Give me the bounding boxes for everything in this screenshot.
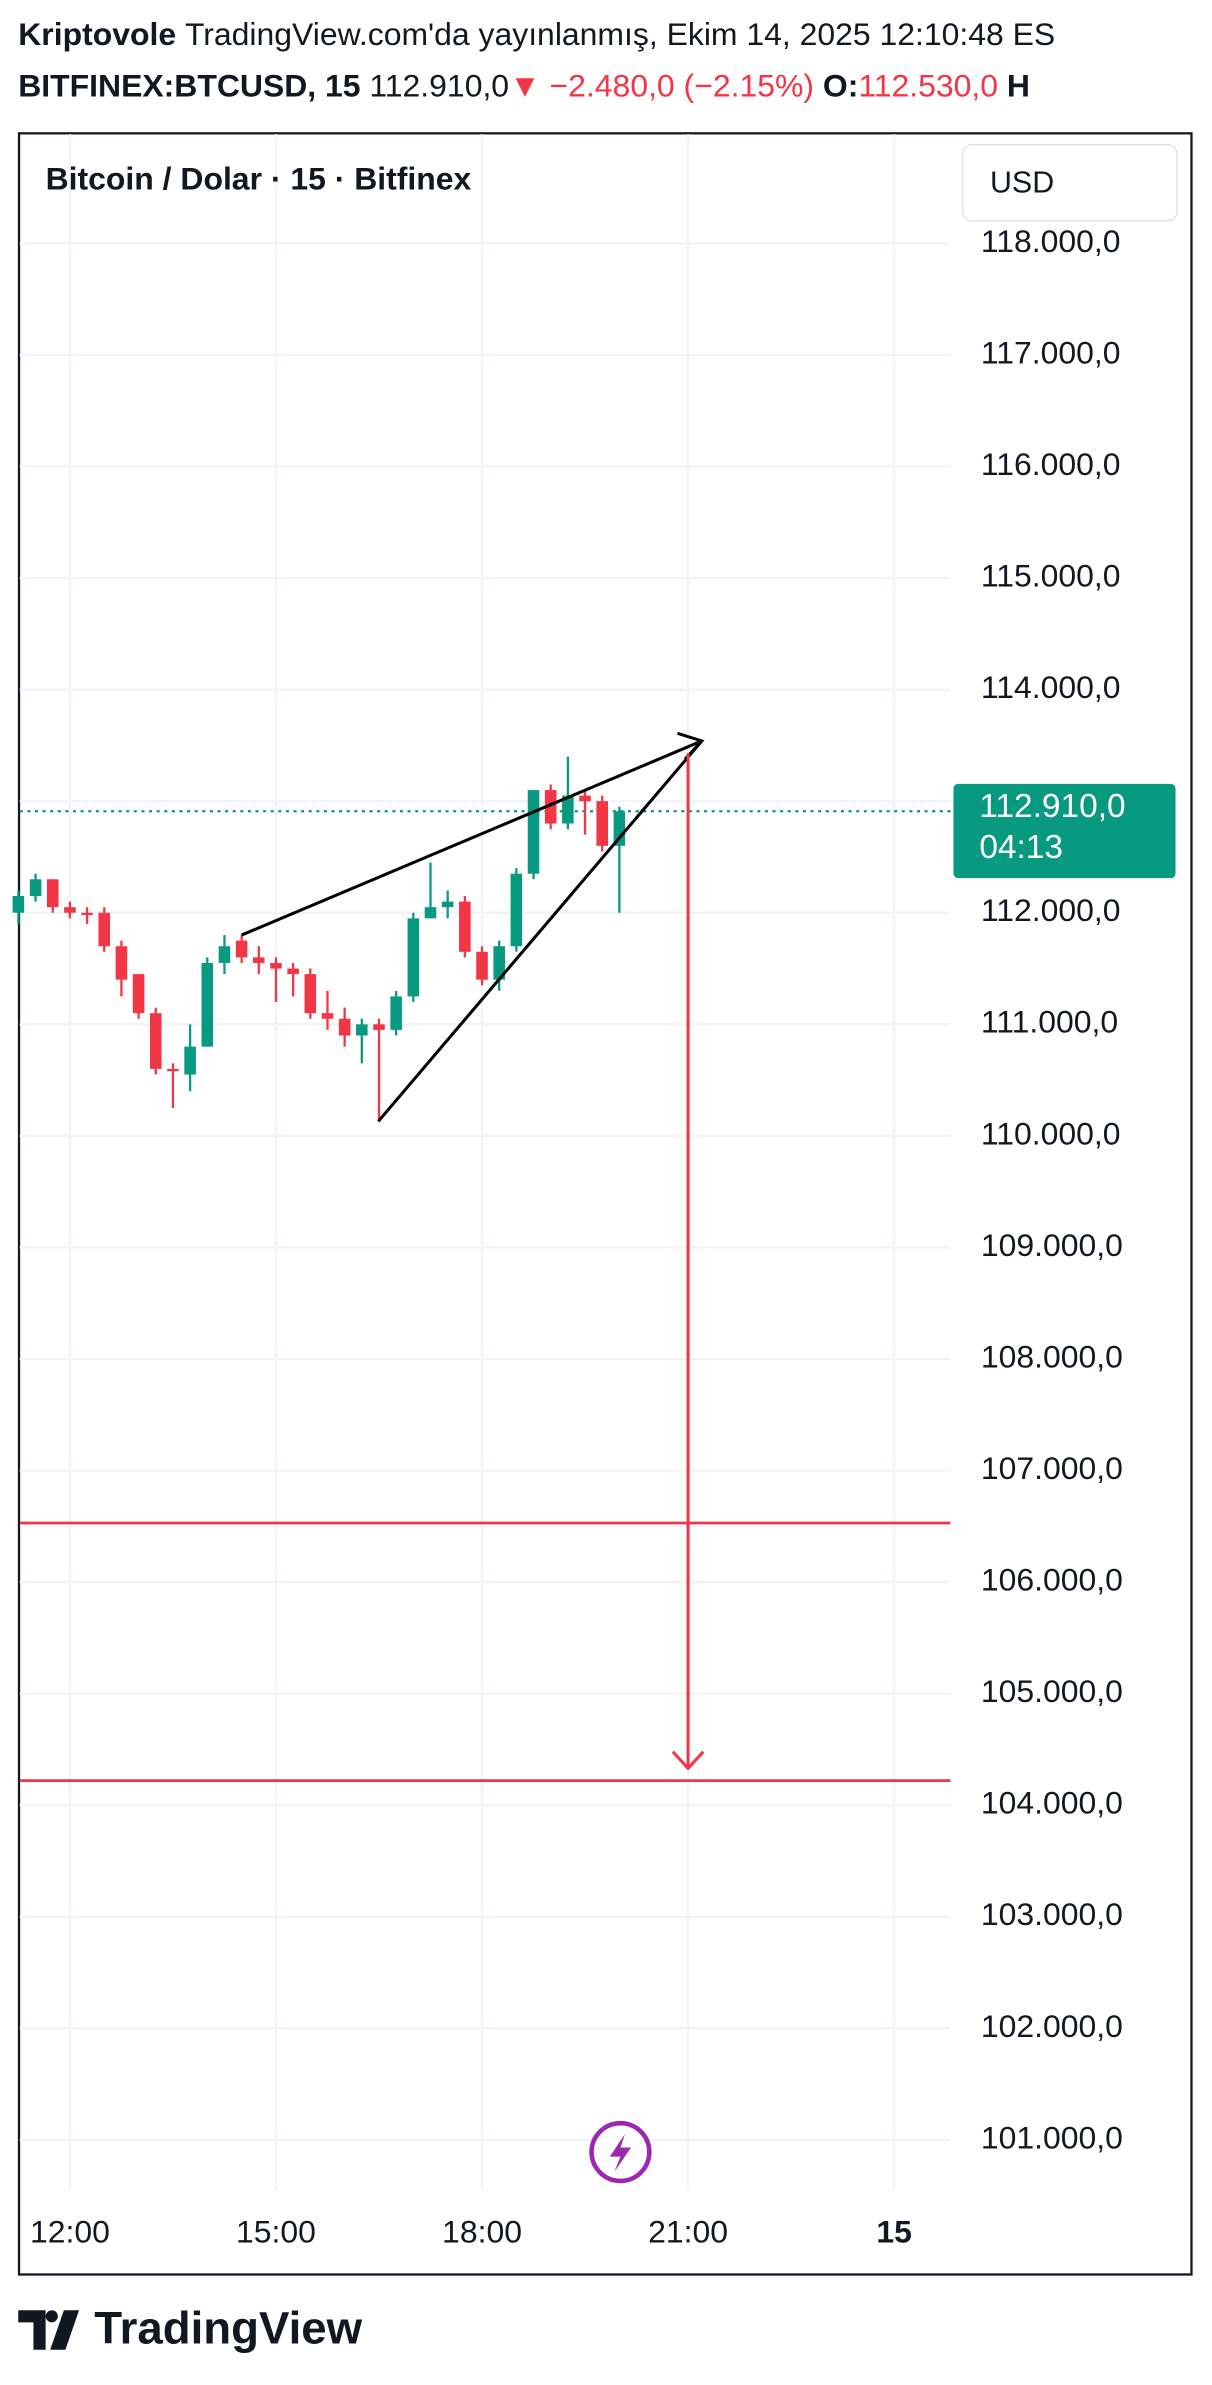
candle-body — [373, 1024, 385, 1030]
candle-body — [544, 790, 557, 824]
candle-body — [424, 907, 437, 919]
y-tick-label: 118.000,0 — [981, 223, 1121, 259]
candle-body — [98, 912, 111, 947]
brand: TradingView — [94, 2303, 362, 2354]
candle-body — [167, 1068, 179, 1072]
brand-logo: TradingView — [18, 2303, 363, 2354]
x-tick-label: 18:00 — [442, 2214, 522, 2250]
x-tick-label: 12:00 — [30, 2214, 110, 2250]
candle-body — [579, 795, 591, 802]
y-tick-label: 108.000,0 — [981, 1338, 1123, 1374]
candle-body — [29, 879, 42, 897]
candle-body — [356, 1024, 368, 1036]
y-tick-label: 103.000,0 — [981, 1896, 1123, 1932]
candle-body — [287, 968, 299, 975]
candle-body — [115, 946, 128, 980]
y-tick-label: 112.000,0 — [981, 892, 1121, 928]
candle-body — [304, 974, 317, 1014]
currency-box[interactable] — [961, 143, 1178, 222]
candle-body — [201, 962, 214, 1047]
y-tick-label: 104.000,0 — [981, 1785, 1123, 1821]
candle-body — [64, 907, 76, 913]
candle-body — [46, 879, 59, 908]
candle-body — [562, 795, 574, 824]
candle-body — [253, 957, 265, 963]
candle-body — [596, 801, 608, 846]
y-tick-label: 110.000,0 — [981, 1115, 1121, 1151]
trend-line — [377, 739, 703, 1123]
candle-body — [476, 951, 488, 980]
symbol-line: BITFINEX:BTCUSD, 15 112.910,0▼ −2.480,0 … — [18, 68, 1030, 104]
symbol: BITFINEX:BTCUSD, 15 — [18, 68, 360, 104]
change: ▼ −2.480,0 (−2.15%) — [509, 68, 814, 104]
y-tick-label: 111.000,0 — [981, 1004, 1118, 1040]
candle-body — [338, 1018, 351, 1036]
candle-body — [510, 873, 523, 947]
y-tick-label: 117.000,0 — [981, 334, 1121, 370]
y-tick-label: 106.000,0 — [981, 1562, 1123, 1598]
trend-line — [241, 739, 703, 937]
currency: USD — [990, 165, 1054, 199]
y-tick-label: 116.000,0 — [981, 446, 1121, 482]
high-label: H — [1007, 68, 1030, 104]
price: 112.910,0 — [369, 68, 509, 104]
chart-title: Bitcoin / Dolar · 15 · Bitfinex — [46, 161, 472, 197]
y-tick-label: 114.000,0 — [981, 669, 1121, 705]
candle-body — [218, 946, 231, 963]
last-price-box — [953, 783, 1176, 879]
candle-body — [613, 811, 626, 846]
x-tick-label: 15 — [876, 2214, 912, 2250]
lightning-bolt — [609, 2133, 632, 2172]
chart-frame — [17, 132, 1193, 2276]
plot — [12, 134, 951, 2191]
candle-body — [184, 1046, 196, 1075]
logo-mark — [18, 2310, 80, 2350]
candle-body — [132, 974, 145, 1014]
candle-body — [149, 1013, 162, 1069]
y-tick-label: 109.000,0 — [981, 1227, 1123, 1263]
y-tick-label: 107.000,0 — [981, 1450, 1123, 1486]
countdown: 04:13 — [979, 829, 1063, 866]
candle-body — [459, 901, 471, 952]
candle-body — [493, 946, 505, 980]
author: Kriptovole — [18, 16, 176, 52]
candle-body — [527, 790, 540, 874]
target-arrow-head — [671, 1750, 705, 1771]
candle-body — [270, 962, 282, 969]
y-tick-label: 102.000,0 — [981, 2008, 1123, 2044]
x-tick-label: 15:00 — [236, 2214, 316, 2250]
y-tick-label: 115.000,0 — [981, 558, 1121, 594]
published: TradingView.com'da yayınlanmış, Ekim 14,… — [185, 16, 1055, 52]
candle-body — [321, 1013, 334, 1019]
candle-body — [407, 918, 420, 997]
candle-body — [235, 940, 248, 958]
candle-body — [81, 912, 93, 916]
arrow-head — [677, 731, 705, 761]
candle-body — [12, 896, 25, 913]
candle-body — [390, 996, 402, 1030]
x-tick-label: 21:00 — [648, 2214, 728, 2250]
candle-body — [441, 901, 454, 908]
y-tick-label: 105.000,0 — [981, 1673, 1123, 1709]
last-price-label: 112.910,0 — [979, 788, 1125, 825]
open-label: O: — [823, 68, 858, 104]
y-tick-label: 101.000,0 — [981, 2119, 1123, 2155]
open: 112.530,0 — [858, 68, 998, 104]
header-line: Kriptovole TradingView.com'da yayınlanmı… — [18, 16, 1055, 52]
